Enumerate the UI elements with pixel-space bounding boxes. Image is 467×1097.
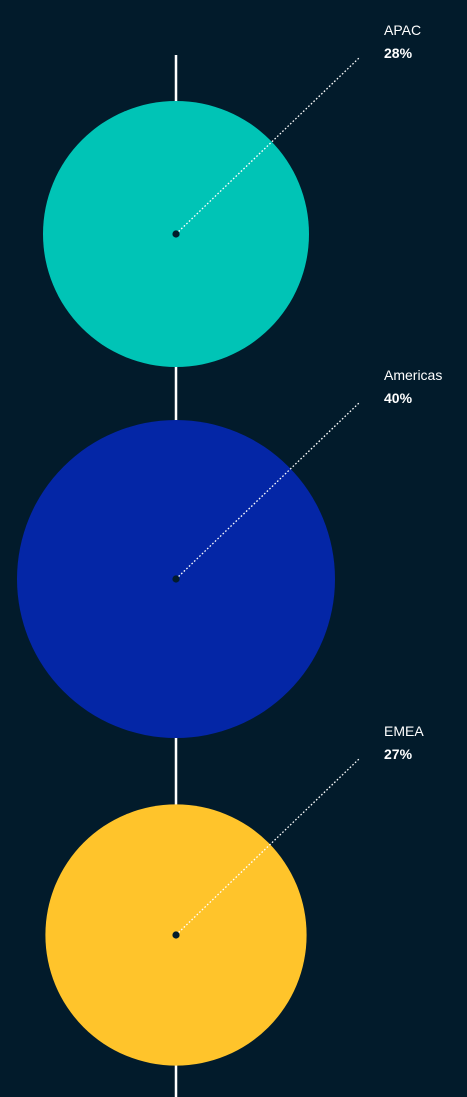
center-dot-emea: [172, 931, 180, 939]
region-value-apac: 28%: [384, 45, 413, 61]
center-dot-apac: [172, 230, 180, 238]
region-value-americas: 40%: [384, 390, 413, 406]
region-label-emea: EMEA: [384, 723, 424, 739]
leader-line-emea: [175, 757, 361, 936]
bubble-group-apac: APAC 28%: [43, 22, 421, 367]
bubbles-layer: APAC 28% Americas 40% EMEA 27%: [17, 22, 442, 1066]
leader-line-americas: [175, 401, 361, 580]
region-label-apac: APAC: [384, 22, 421, 38]
bubble-group-emea: EMEA 27%: [45, 723, 424, 1066]
bubble-group-americas: Americas 40%: [17, 367, 442, 738]
region-value-emea: 27%: [384, 746, 413, 762]
leader-line-apac: [175, 56, 361, 235]
region-label-americas: Americas: [384, 367, 442, 383]
center-dot-americas: [172, 575, 180, 583]
